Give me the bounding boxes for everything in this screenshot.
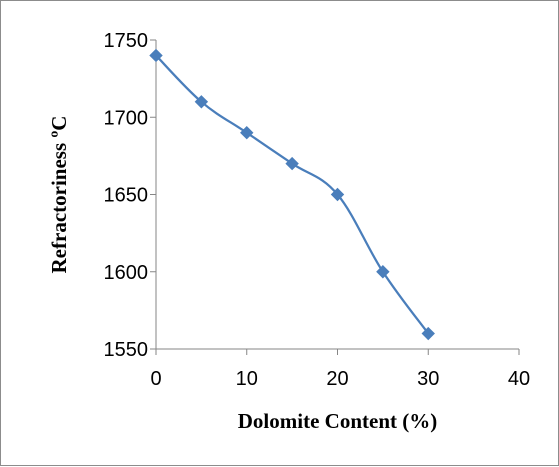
series-line [155, 54, 430, 335]
y-tick-label: 1700 [104, 107, 149, 129]
x-tick-label: 40 [508, 368, 530, 390]
x-tick-label: 30 [417, 368, 439, 390]
x-axis-title: Dolomite Content (%) [238, 409, 437, 433]
y-axis-title: Refractoriness ºC [47, 116, 71, 274]
data-point-marker [194, 95, 209, 109]
data-point-marker [421, 326, 435, 341]
y-tick-label: 1750 [104, 30, 149, 52]
y-tick-label: 1550 [104, 339, 149, 361]
y-tick-label: 1650 [104, 185, 149, 207]
y-tick-label: 1600 [104, 262, 149, 284]
data-point-marker [330, 187, 345, 202]
data-point-marker [240, 125, 254, 140]
series-layer [149, 48, 435, 341]
data-point-marker [285, 156, 299, 171]
data-point-marker [149, 48, 163, 63]
axes [150, 39, 520, 355]
x-tick-label: 0 [150, 368, 161, 390]
x-tick-label: 20 [326, 368, 348, 390]
tick-labels: 1550 1600 1650 1700 1750 0 10 20 30 40 [104, 30, 531, 390]
data-point-marker [376, 265, 390, 279]
x-tick-label: 10 [236, 368, 258, 390]
